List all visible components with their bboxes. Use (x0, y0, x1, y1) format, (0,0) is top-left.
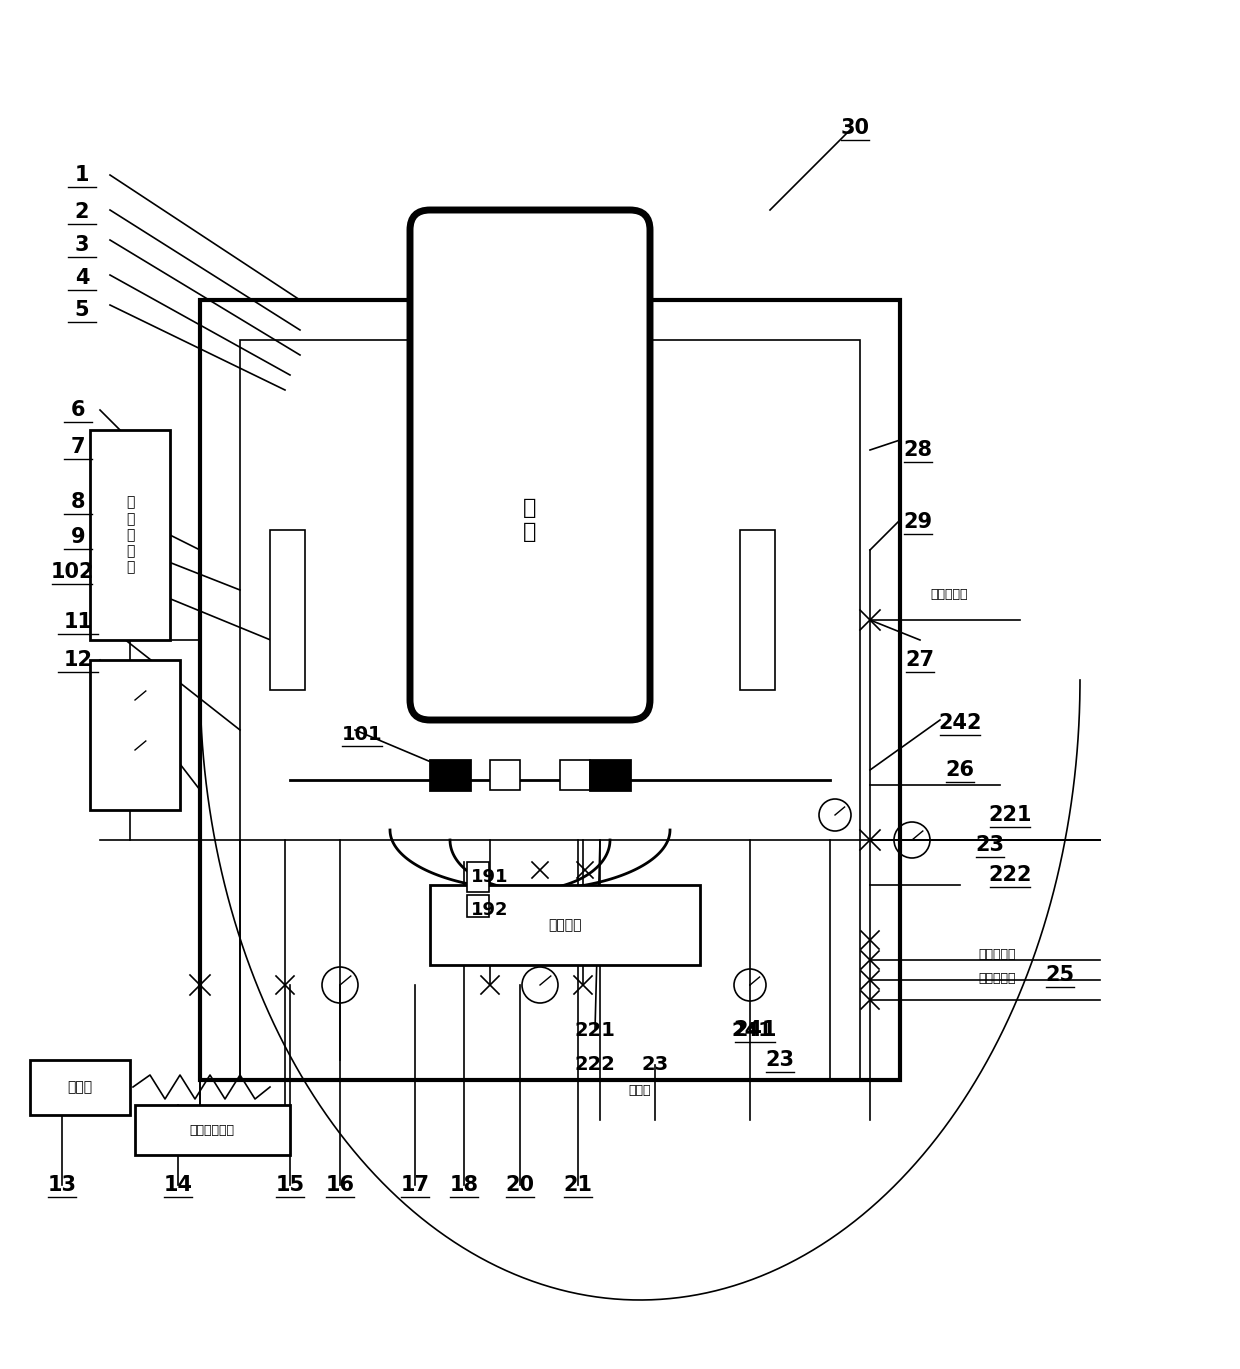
Text: 7: 7 (71, 437, 86, 457)
Text: 102: 102 (51, 563, 94, 582)
Bar (200, 300, 900, 1080)
Bar (467, 862, 489, 893)
Bar (91, 660, 180, 810)
Text: 液位测量口: 液位测量口 (978, 949, 1016, 961)
Text: 23: 23 (765, 1050, 795, 1071)
Text: 2: 2 (74, 203, 89, 222)
Bar (590, 760, 630, 790)
Text: 221: 221 (988, 805, 1032, 826)
Text: 3: 3 (74, 235, 89, 255)
Text: 4: 4 (74, 268, 89, 287)
Text: 20: 20 (506, 1175, 534, 1195)
Text: 11: 11 (63, 612, 93, 632)
Bar (270, 530, 305, 690)
Text: 恒温水箱: 恒温水箱 (548, 919, 582, 932)
Text: 15: 15 (275, 1175, 305, 1195)
Text: 222: 222 (574, 1055, 615, 1075)
Text: 5: 5 (74, 300, 89, 320)
Bar (241, 340, 861, 1080)
Text: 高
压
氮
气
源: 高 压 氮 气 源 (125, 496, 134, 575)
Text: 12: 12 (63, 650, 93, 669)
Text: 6: 6 (71, 400, 86, 420)
FancyBboxPatch shape (410, 209, 650, 720)
Text: 测液口: 测液口 (629, 1083, 651, 1097)
Text: 192: 192 (471, 901, 508, 919)
Text: 9: 9 (71, 527, 86, 548)
Bar (740, 530, 775, 690)
Text: 26: 26 (945, 760, 975, 780)
Text: 21: 21 (563, 1175, 593, 1195)
Bar (91, 430, 170, 639)
Text: 17: 17 (401, 1175, 429, 1195)
Text: 13: 13 (47, 1175, 77, 1195)
Text: 23: 23 (976, 835, 1004, 856)
Text: 241: 241 (732, 1020, 773, 1039)
Text: 101: 101 (342, 726, 382, 745)
Text: 杜瓦瓶: 杜瓦瓶 (67, 1080, 93, 1094)
Bar (467, 895, 489, 917)
Text: 8: 8 (71, 491, 86, 512)
Text: 191: 191 (471, 868, 508, 886)
Text: 30: 30 (841, 118, 869, 138)
Text: 16: 16 (325, 1175, 355, 1195)
Text: 23: 23 (641, 1055, 668, 1075)
Text: 液位测量口: 液位测量口 (978, 972, 1016, 984)
Text: 25: 25 (1045, 965, 1075, 986)
Text: 27: 27 (905, 650, 935, 669)
Text: 221: 221 (574, 1020, 615, 1039)
Text: 18: 18 (449, 1175, 479, 1195)
Bar (430, 884, 701, 965)
Text: 超高真空机组: 超高真空机组 (190, 1124, 234, 1136)
Bar (30, 1060, 130, 1114)
Text: 29: 29 (904, 512, 932, 533)
Text: 超压排放口: 超压排放口 (930, 589, 967, 601)
Text: 241: 241 (733, 1020, 776, 1040)
Text: 222: 222 (988, 865, 1032, 884)
Text: 242: 242 (939, 713, 982, 732)
Bar (490, 760, 520, 790)
Bar (135, 1105, 290, 1155)
Text: 1: 1 (74, 166, 89, 185)
Bar (430, 760, 470, 790)
Text: 28: 28 (904, 439, 932, 460)
Text: 内
罐: 内 罐 (523, 498, 537, 542)
Text: 14: 14 (164, 1175, 192, 1195)
Bar (560, 760, 590, 790)
